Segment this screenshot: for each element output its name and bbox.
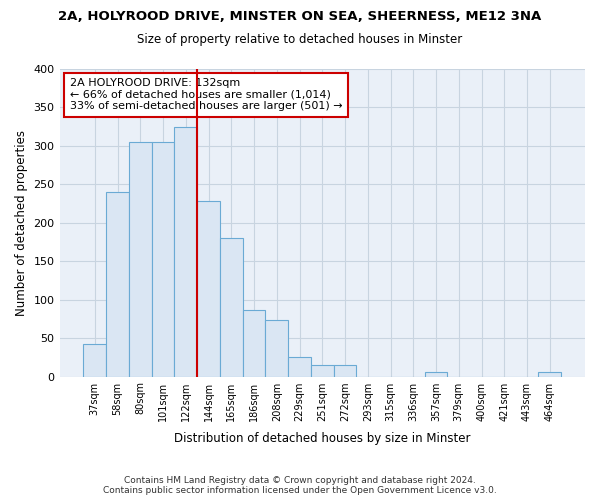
Bar xyxy=(152,142,175,376)
Bar xyxy=(220,238,242,376)
Y-axis label: Number of detached properties: Number of detached properties xyxy=(15,130,28,316)
Bar xyxy=(129,142,152,376)
Bar xyxy=(425,372,448,376)
Text: Contains HM Land Registry data © Crown copyright and database right 2024.
Contai: Contains HM Land Registry data © Crown c… xyxy=(103,476,497,495)
Bar xyxy=(311,365,334,376)
Bar xyxy=(265,320,288,376)
X-axis label: Distribution of detached houses by size in Minster: Distribution of detached houses by size … xyxy=(174,432,470,445)
Bar xyxy=(242,310,265,376)
Bar xyxy=(175,126,197,376)
Text: Size of property relative to detached houses in Minster: Size of property relative to detached ho… xyxy=(137,32,463,46)
Text: 2A, HOLYROOD DRIVE, MINSTER ON SEA, SHEERNESS, ME12 3NA: 2A, HOLYROOD DRIVE, MINSTER ON SEA, SHEE… xyxy=(58,10,542,23)
Bar xyxy=(83,344,106,376)
Bar xyxy=(197,201,220,376)
Text: 2A HOLYROOD DRIVE: 132sqm
← 66% of detached houses are smaller (1,014)
33% of se: 2A HOLYROOD DRIVE: 132sqm ← 66% of detac… xyxy=(70,78,343,112)
Bar xyxy=(288,358,311,376)
Bar xyxy=(106,192,129,376)
Bar xyxy=(334,365,356,376)
Bar xyxy=(538,372,561,376)
